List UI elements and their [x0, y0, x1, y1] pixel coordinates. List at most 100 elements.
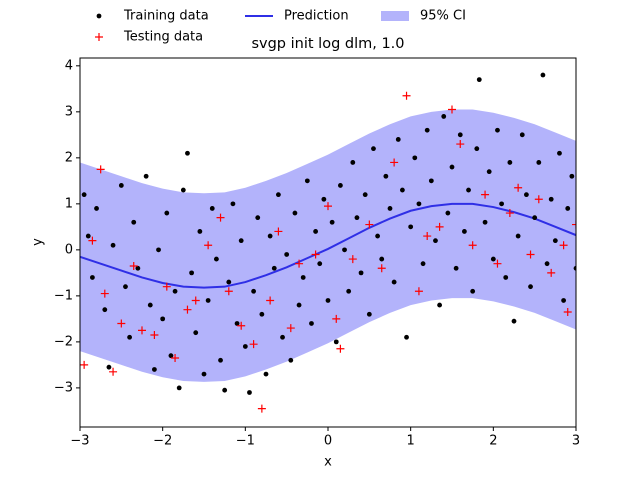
y-axis-label: y	[31, 238, 46, 246]
train-point	[296, 302, 302, 308]
test-point	[138, 326, 146, 335]
y-tick-label: 0	[65, 242, 73, 257]
train-point	[503, 275, 509, 280]
train-point	[424, 127, 430, 133]
plot-area	[80, 72, 576, 413]
train-point	[172, 288, 178, 294]
prediction-line	[80, 202, 576, 289]
train-point	[271, 265, 277, 271]
train-point	[371, 146, 376, 152]
train-point	[552, 238, 558, 244]
test-point	[534, 195, 543, 204]
test-point	[80, 360, 89, 369]
chart-title: svgp init log dlm, 1.0	[251, 36, 404, 52]
x-axis-label: x	[324, 455, 332, 470]
train-point	[416, 201, 422, 207]
test-point	[100, 289, 109, 298]
train-point	[156, 247, 161, 253]
train-point	[544, 261, 550, 267]
train-point	[433, 238, 438, 244]
train-point	[123, 284, 128, 290]
train-point	[180, 187, 186, 193]
test-point	[88, 236, 97, 245]
test-point	[129, 261, 138, 270]
train-point	[251, 288, 256, 294]
test-point	[274, 227, 283, 236]
y-tick-label: −1	[54, 288, 73, 303]
legend-marker	[96, 13, 102, 19]
legend-label: Prediction	[284, 9, 349, 24]
train-point	[321, 196, 327, 202]
train-point	[354, 215, 360, 221]
x-tick-label: 0	[324, 434, 332, 449]
train-point	[342, 247, 347, 253]
legend-label: Testing data	[123, 30, 203, 45]
ci-band	[80, 109, 576, 382]
train-point	[234, 321, 240, 326]
y-tick-label: 4	[65, 58, 73, 73]
train-point	[511, 318, 517, 324]
train-point	[420, 261, 426, 267]
train-point	[152, 367, 157, 372]
train-point	[259, 311, 265, 317]
test-point	[505, 209, 514, 218]
train-point	[387, 206, 393, 211]
test-point	[150, 330, 159, 339]
train-point	[143, 173, 149, 179]
train-point	[118, 183, 124, 188]
train-point	[573, 265, 576, 271]
train-point	[453, 265, 459, 271]
train-point	[404, 334, 409, 340]
test-point	[423, 232, 432, 241]
train-point	[515, 233, 521, 239]
train-point	[333, 339, 339, 345]
train-point	[548, 196, 554, 202]
test-point	[468, 241, 477, 250]
train-point	[263, 371, 269, 377]
test-point	[191, 296, 200, 305]
train-point	[176, 385, 182, 391]
y-tick-label: −2	[54, 334, 73, 349]
x-tick-label: 3	[572, 434, 580, 449]
x-tick-label: −2	[153, 434, 172, 449]
train-point	[288, 357, 294, 363]
x-tick-label: −1	[236, 434, 255, 449]
train-point	[524, 192, 529, 198]
train-point	[292, 210, 298, 216]
y-tick-label: −3	[54, 380, 73, 395]
test-point	[390, 158, 399, 167]
test-point	[348, 255, 357, 264]
test-point	[171, 353, 180, 362]
test-point	[448, 105, 456, 114]
x-tick-label: 1	[407, 434, 415, 449]
train-point	[313, 229, 318, 234]
test-point	[324, 202, 332, 211]
test-point	[377, 264, 386, 273]
train-point	[168, 353, 174, 359]
train-point	[391, 279, 397, 285]
train-point	[561, 298, 566, 303]
train-point	[102, 307, 108, 313]
train-point	[486, 169, 492, 175]
train-point	[214, 256, 219, 262]
train-point	[317, 261, 323, 267]
test-point	[547, 268, 556, 277]
train-point	[350, 160, 356, 165]
train-point	[338, 183, 343, 188]
train-point	[499, 201, 504, 207]
test-point	[204, 241, 213, 250]
test-point	[563, 307, 572, 316]
legend-marker	[381, 11, 409, 21]
test-point	[286, 324, 295, 333]
test-point	[514, 183, 523, 192]
train-point	[209, 206, 215, 211]
train-point	[238, 238, 244, 244]
train-point	[462, 229, 467, 234]
train-point	[528, 284, 533, 290]
test-point	[295, 259, 304, 268]
train-point	[135, 265, 141, 271]
x-tick-label: 2	[489, 434, 497, 449]
train-point	[358, 270, 364, 276]
train-point	[325, 298, 331, 303]
